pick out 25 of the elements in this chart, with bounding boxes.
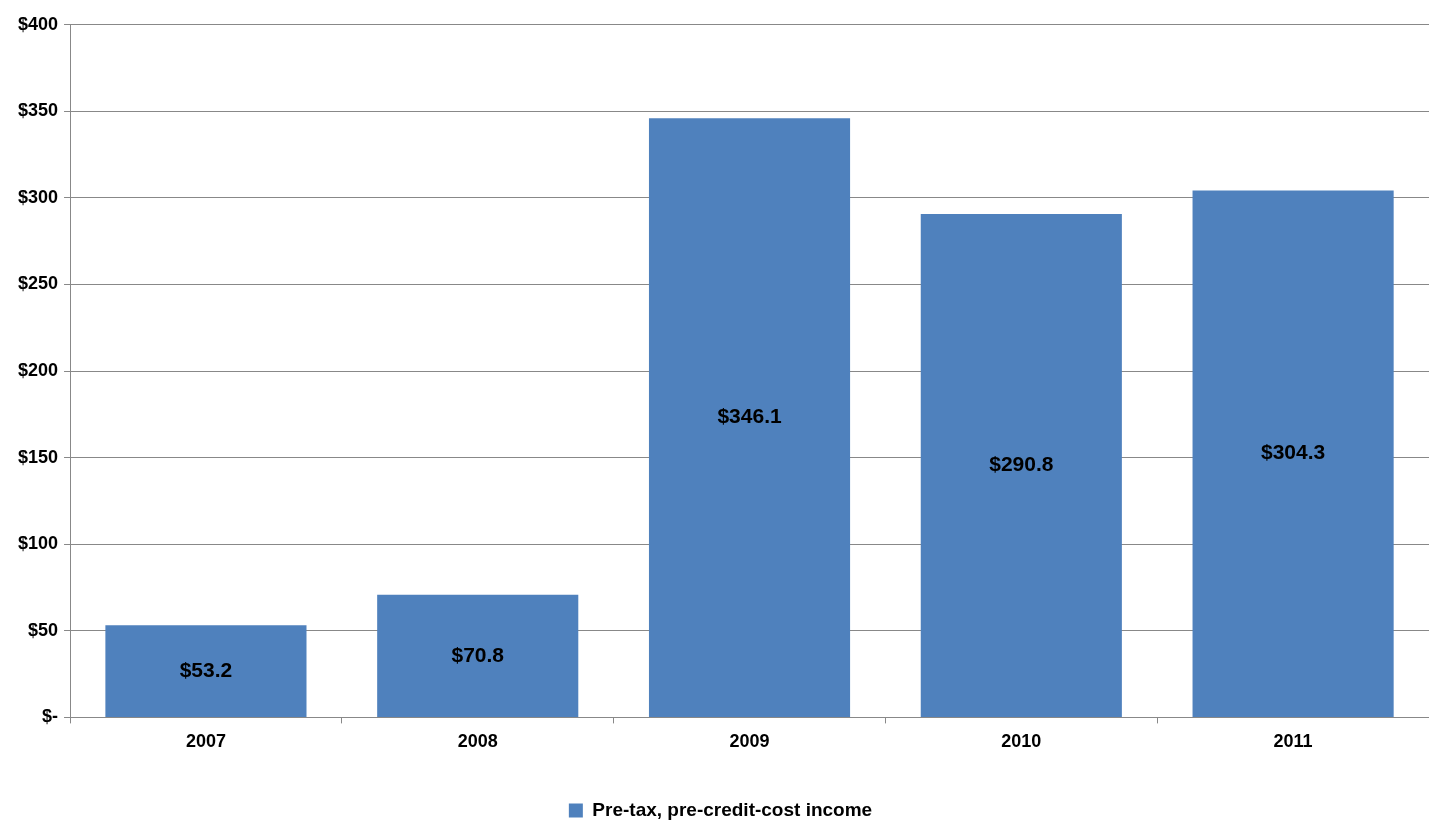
data-label: $70.8 <box>451 642 505 666</box>
bar <box>377 594 579 717</box>
y-tick-label: $50 <box>28 619 59 640</box>
data-label: $346.1 <box>717 404 782 428</box>
data-label: $53.2 <box>179 657 233 681</box>
x-tick-label: 2009 <box>729 731 770 752</box>
bar <box>1192 190 1394 717</box>
bar <box>105 625 307 717</box>
x-tick-label: 2008 <box>457 731 498 752</box>
bar <box>920 213 1122 717</box>
x-tick-label: 2010 <box>1001 731 1042 752</box>
y-tick-label: $400 <box>18 13 59 34</box>
bar <box>648 118 851 717</box>
y-tick-label: $350 <box>18 100 59 121</box>
y-tick-label: $150 <box>18 446 59 467</box>
x-tick-label: 2007 <box>185 731 226 752</box>
data-label: $304.3 <box>1260 440 1326 464</box>
y-tick-label: $200 <box>18 360 59 381</box>
y-tick-label: $250 <box>18 273 59 294</box>
y-tick-label: $- <box>42 706 59 727</box>
y-tick-label: $100 <box>18 533 59 554</box>
data-label: $290.8 <box>989 452 1054 476</box>
x-tick-label: 2011 <box>1273 731 1313 752</box>
legend-label: Pre-tax, pre-credit-cost income <box>592 798 873 820</box>
y-tick-label: $300 <box>18 186 59 207</box>
